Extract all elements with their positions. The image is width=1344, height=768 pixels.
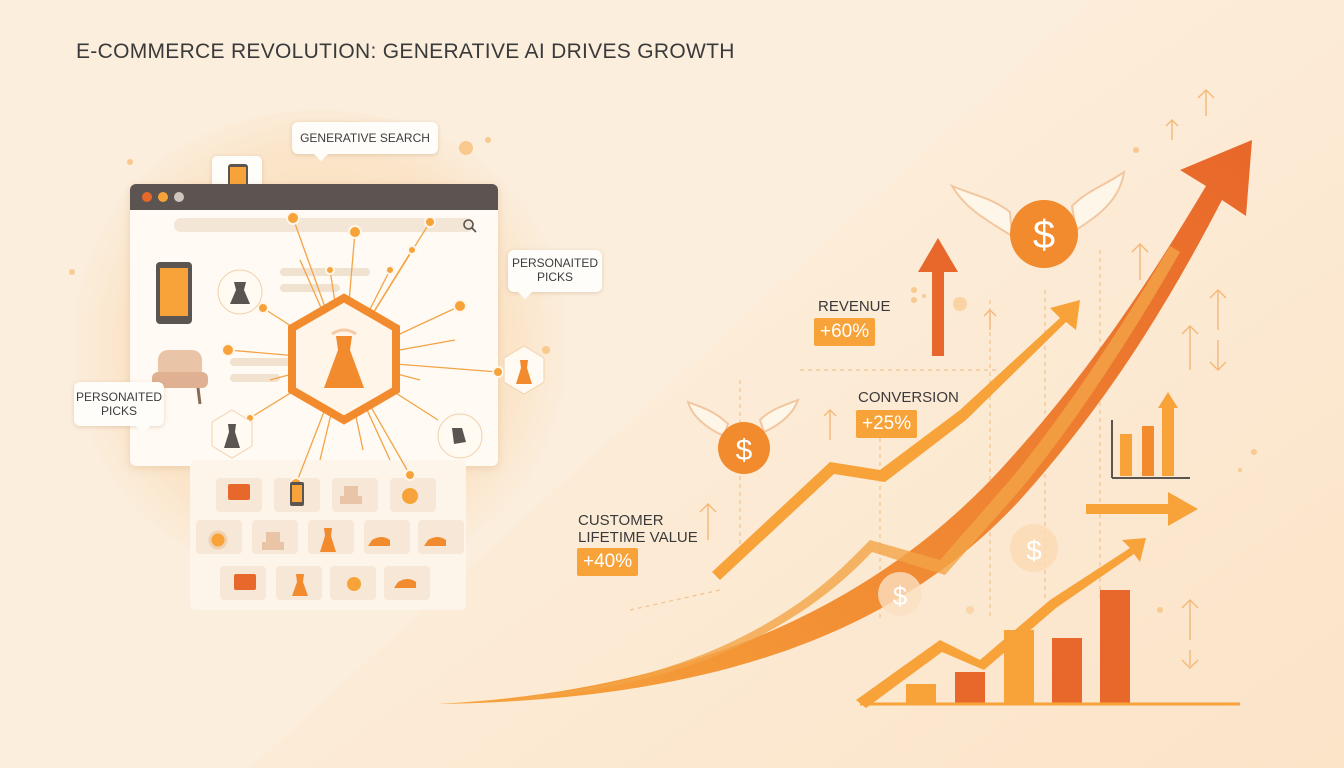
revenue-badge: +60% <box>814 318 876 346</box>
clv-badge: +40% <box>577 548 639 576</box>
conversion-label: CONVERSION <box>858 389 959 406</box>
growth-arrow-icon <box>438 140 1252 704</box>
page-title: E-COMMERCE REVOLUTION: GENERATIVE AI DRI… <box>76 40 735 63</box>
text-line <box>280 268 370 276</box>
svg-text:$: $ <box>893 581 908 611</box>
winged-dollar-icon: $ <box>949 169 1126 268</box>
winged-dollar-icon: $ <box>686 398 800 474</box>
product-tile[interactable] <box>364 520 410 554</box>
browser-title-bar <box>130 184 498 210</box>
personalized-picks-line2: PICKS <box>536 270 573 284</box>
conversion-badge: +25% <box>856 410 918 438</box>
window-dot-red <box>142 192 152 202</box>
window-dot-orange <box>158 192 168 202</box>
svg-text:$: $ <box>1026 535 1042 566</box>
bar-chart-icon <box>1111 392 1190 479</box>
personalized-picks-line2: PICKS <box>100 404 137 418</box>
dress-icon <box>324 328 364 388</box>
dollar-coin-icon: $ <box>878 572 922 616</box>
svg-text:$: $ <box>1033 213 1055 257</box>
text-line <box>230 374 280 382</box>
ai-network-diagram <box>69 137 550 596</box>
search-bar[interactable] <box>174 218 474 232</box>
personalized-picks-line1: PERSONAITED <box>75 390 162 404</box>
up-arrow-icon <box>918 238 958 356</box>
search-icon[interactable] <box>462 218 478 234</box>
generative-search-label: GENERATIVE SEARCH <box>300 131 430 145</box>
personalized-picks-bubble-right: PERSONAITED PICKS <box>508 250 602 292</box>
dollar-coin-icon: $ <box>1010 524 1058 572</box>
svg-text:$: $ <box>736 434 753 467</box>
personalized-picks-bubble-left: PERSONAITED PICKS <box>74 382 164 426</box>
text-line <box>280 284 340 292</box>
clv-label-line1: CUSTOMER <box>578 512 664 529</box>
personalized-picks-line1: PERSONAITED <box>511 256 598 270</box>
clv-label-line2: LIFETIME VALUE <box>578 529 698 546</box>
text-line <box>230 358 300 366</box>
window-dot-gray <box>174 192 184 202</box>
generative-search-bubble: GENERATIVE SEARCH <box>292 122 438 154</box>
right-arrow-icon <box>1086 492 1198 526</box>
product-tile[interactable] <box>418 520 464 554</box>
revenue-label: REVENUE <box>818 298 891 315</box>
bar-chart-icon <box>906 590 1130 704</box>
